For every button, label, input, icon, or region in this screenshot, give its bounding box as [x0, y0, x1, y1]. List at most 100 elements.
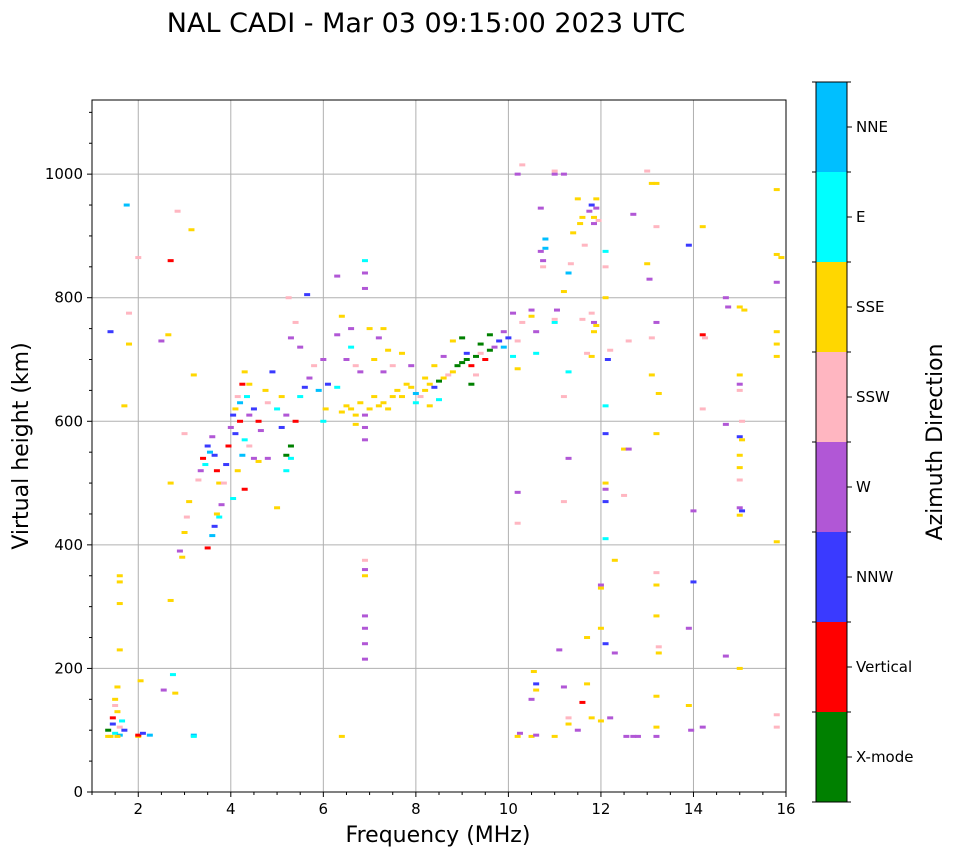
echo-point-sse — [116, 648, 123, 652]
echo-point-ssw — [514, 339, 521, 343]
echo-point-w — [688, 728, 695, 732]
echo-point-e — [169, 673, 176, 677]
echo-point-e — [551, 320, 558, 324]
echo-point-ssw — [584, 351, 591, 355]
echo-point-sse — [114, 685, 121, 689]
x-tick-label: 12 — [591, 800, 610, 818]
echo-point-w — [540, 259, 547, 263]
echo-point-ssw — [195, 478, 202, 482]
echo-point-e — [533, 351, 540, 355]
echo-point-sse — [584, 682, 591, 686]
echo-point-w — [560, 685, 567, 689]
echo-point-w — [690, 509, 697, 513]
echo-point-x-mode — [459, 361, 466, 365]
echo-point-w — [722, 296, 729, 300]
echo-point-ssw — [126, 311, 133, 315]
echo-point-nnw — [463, 351, 470, 355]
echo-point-x-mode — [477, 342, 484, 346]
echo-point-nne — [209, 534, 216, 538]
echo-point-nne — [412, 391, 419, 395]
echo-point-sse — [179, 555, 186, 559]
echo-point-sse — [361, 574, 368, 578]
echo-point-w — [602, 487, 609, 491]
echo-point-nne — [239, 453, 246, 457]
echo-point-w — [500, 330, 507, 334]
echo-point-ssw — [181, 432, 188, 436]
echo-point-sse — [440, 376, 447, 380]
echo-point-sse — [653, 432, 660, 436]
echo-point-sse — [773, 252, 780, 256]
echo-point-sse — [579, 215, 586, 219]
echo-point-w — [565, 456, 572, 460]
echo-point-sse — [648, 373, 655, 377]
echo-point-vertical — [468, 364, 475, 368]
echo-point-ssw — [246, 444, 253, 448]
echo-point-sse — [426, 382, 433, 386]
echo-point-ssw — [112, 704, 119, 707]
echo-point-w — [197, 469, 204, 473]
echo-point-vertical — [699, 333, 706, 337]
echo-point-ssw — [736, 478, 743, 482]
echo-point-vertical — [241, 487, 248, 491]
echo-point-x-mode — [486, 348, 493, 352]
echo-point-sse — [514, 734, 521, 738]
echo-point-ssw — [565, 716, 572, 720]
echo-point-w — [348, 327, 355, 331]
echo-point-ssw — [607, 348, 614, 352]
echo-point-sse — [644, 262, 651, 266]
echo-point-sse — [422, 388, 429, 392]
echo-point-sse — [380, 327, 387, 331]
chart-title: NAL CADI - Mar 03 09:15:00 2023 UTC — [167, 8, 685, 39]
echo-point-sse — [213, 512, 220, 516]
echo-point-sse — [590, 330, 597, 334]
echo-point-w — [516, 731, 523, 735]
echo-point-sse — [114, 710, 121, 714]
echo-point-nnw — [604, 358, 611, 361]
x-axis-label: Frequency (MHz) — [346, 823, 531, 848]
echo-point-sse — [431, 364, 438, 368]
colorbar-label-nnw: NNW — [856, 568, 893, 586]
colorbar-label-vertical: Vertical — [856, 658, 912, 676]
echo-point-sse — [167, 481, 174, 485]
echo-point-ssw — [292, 320, 299, 324]
echo-point-sse — [380, 401, 387, 405]
colorbar-swatch-e — [816, 172, 847, 262]
x-tick-label: 2 — [133, 800, 143, 818]
echo-point-w — [551, 172, 558, 176]
echo-point-sse — [653, 583, 660, 587]
echo-point-ssw — [560, 500, 567, 504]
echo-point-w — [625, 447, 632, 451]
colorbar-label-nne: NNE — [856, 118, 888, 136]
echo-point-x-mode — [454, 364, 461, 368]
echo-point-w — [158, 339, 165, 343]
echo-point-sse — [105, 734, 112, 738]
echo-point-nnw — [496, 339, 503, 343]
echo-point-w — [246, 413, 253, 417]
echo-point-sse — [653, 181, 660, 185]
echo-point-sse — [246, 382, 253, 386]
x-tick-label: 4 — [226, 800, 236, 818]
echo-point-sse — [736, 453, 743, 457]
echo-point-sse — [584, 636, 591, 640]
echo-point-sse — [357, 401, 364, 405]
echo-point-w — [528, 308, 535, 312]
echo-point-w — [590, 320, 597, 324]
echo-point-w — [283, 413, 290, 417]
echo-point-w — [375, 336, 382, 340]
echo-point-nnw — [107, 330, 114, 334]
echo-point-x-mode — [486, 333, 493, 337]
echo-point-e — [602, 404, 609, 408]
echo-point-w — [514, 490, 521, 494]
plot-area: 2 4 6 8 10 12 14 16 0 200 400 600 800 1000 — [45, 99, 796, 818]
echo-point-e — [361, 259, 368, 263]
echo-point-ssw — [551, 317, 558, 321]
echo-point-x-mode — [463, 358, 470, 361]
echo-point-sse — [116, 580, 123, 584]
echo-point-x-mode — [105, 728, 112, 732]
echo-point-sse — [655, 391, 662, 395]
echo-point-w — [510, 311, 517, 315]
echo-point-ssw — [445, 373, 452, 377]
echo-point-ssw — [621, 493, 628, 497]
echo-point-w — [590, 222, 597, 226]
echo-point-nnw — [121, 728, 128, 732]
